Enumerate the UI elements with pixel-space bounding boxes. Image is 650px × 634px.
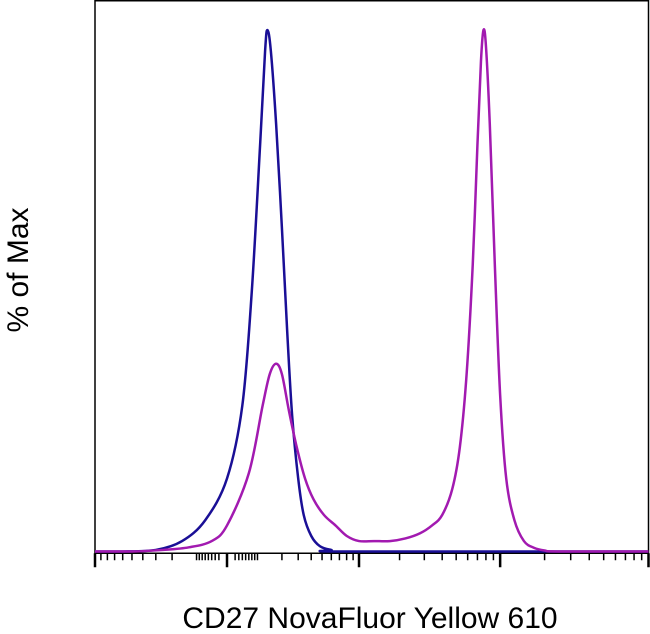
- histogram-series-2: [95, 28, 649, 553]
- histogram-series-1: [95, 28, 649, 553]
- series-group: [95, 28, 649, 553]
- y-axis-title: % of Max: [2, 207, 35, 332]
- x-axis-ticks: [93, 553, 650, 568]
- x-axis-title: CD27 NovaFluor Yellow 610: [182, 602, 557, 634]
- plot-area: [94, 0, 650, 554]
- y-axis: % of Max: [2, 207, 35, 332]
- plot-frame: [94, 0, 650, 554]
- x-axis: CD27 NovaFluor Yellow 610: [93, 553, 650, 634]
